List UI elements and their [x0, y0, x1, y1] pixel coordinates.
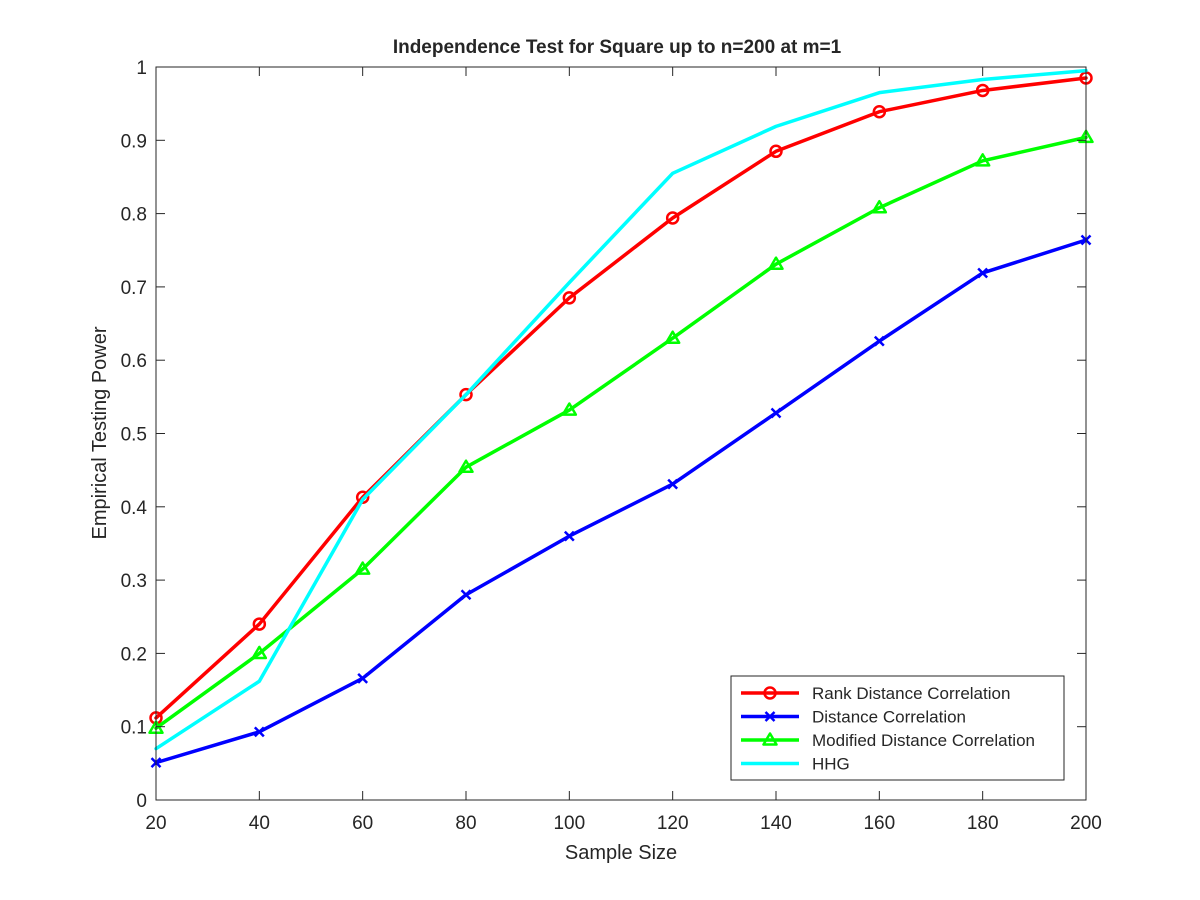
series-line-distance-correlation — [154, 238, 1088, 765]
data-point-rank-distance-correlation — [665, 211, 680, 225]
data-point-modified-distance-correlation — [354, 561, 371, 575]
series-layer — [148, 68, 1094, 769]
data-point-modified-distance-correlation — [871, 199, 888, 214]
x-tick-label: 20 — [145, 813, 166, 834]
y-tick-label: 0.5 — [121, 425, 147, 446]
x-tick-label: 160 — [863, 813, 895, 834]
legend-label: HHG — [812, 755, 850, 774]
data-point-modified-distance-correlation — [458, 459, 474, 474]
legend: Rank Distance Correlation Distance Correl… — [730, 675, 1065, 781]
y-tick-label: 0.7 — [121, 278, 147, 299]
series-hhg — [154, 68, 1088, 751]
legend-marker — [762, 732, 778, 746]
data-point-modified-distance-correlation — [664, 330, 681, 345]
data-point-distance-correlation — [667, 478, 679, 490]
series-line-rank-distance-correlation — [154, 76, 1088, 720]
x-axis-label: Sample Size — [565, 842, 677, 864]
data-point-distance-correlation — [977, 267, 989, 279]
y-tick-label: 0 — [136, 791, 147, 812]
y-tick-label: 1 — [136, 58, 147, 79]
x-tick-label: 100 — [553, 813, 585, 834]
data-point-rank-distance-correlation — [252, 617, 267, 631]
data-point-rank-distance-correlation — [562, 291, 577, 305]
legend-item: HHG — [741, 755, 850, 774]
data-point-rank-distance-correlation — [769, 144, 783, 159]
legend-item: Modified Distance Correlation — [741, 731, 1035, 750]
y-tick-label: 0.2 — [121, 644, 147, 665]
ticks-layer: 20 40 60 80 100 120 140 160 180 200 0 0.1 0.2 0.3 0.4 0… — [121, 58, 1102, 834]
data-point-distance-correlation — [563, 530, 575, 542]
y-tick-label: 0.6 — [121, 351, 147, 372]
data-point-modified-distance-correlation — [768, 256, 784, 270]
series-line-modified-distance-correlation — [154, 135, 1088, 730]
legend-item: Distance Correlation — [741, 708, 966, 727]
data-point-distance-correlation — [460, 589, 472, 601]
legend-label: Rank Distance Correlation — [812, 684, 1010, 703]
data-point-distance-correlation — [253, 726, 265, 738]
x-tick-label: 180 — [967, 813, 999, 834]
data-point-modified-distance-correlation — [974, 153, 991, 167]
data-point-rank-distance-correlation — [975, 83, 990, 98]
x-tick-label: 40 — [249, 813, 270, 834]
data-point-modified-distance-correlation — [561, 402, 578, 416]
y-tick-label: 0.3 — [121, 571, 147, 592]
legend-item: Rank Distance Correlation — [741, 684, 1010, 703]
data-point-distance-correlation — [873, 335, 885, 347]
legend-label: Modified Distance Correlation — [812, 731, 1035, 750]
data-point-distance-correlation — [770, 407, 782, 419]
legend-marker — [764, 711, 776, 722]
y-axis-label: Empirical Testing Power — [89, 326, 111, 539]
y-tick-label: 0.9 — [121, 131, 147, 152]
chart-title: Independence Test for Square up to n=200… — [393, 37, 842, 58]
legend-marker — [763, 686, 777, 700]
x-tick-label: 200 — [1070, 813, 1102, 834]
y-tick-label: 0.1 — [121, 718, 147, 739]
data-point-distance-correlation — [357, 672, 369, 684]
series-line-hhg — [154, 68, 1088, 751]
x-tick-label: 60 — [352, 813, 373, 834]
data-point-modified-distance-correlation — [251, 645, 268, 660]
legend-label: Distance Correlation — [812, 708, 966, 727]
series-modified-distance-correlation — [148, 129, 1094, 734]
x-tick-label: 80 — [455, 813, 476, 834]
y-tick-label: 0.8 — [121, 205, 147, 226]
x-tick-label: 120 — [657, 813, 689, 834]
data-point-rank-distance-correlation — [872, 104, 887, 119]
y-tick-label: 0.4 — [121, 498, 148, 519]
x-tick-label: 140 — [760, 813, 792, 834]
data-point-rank-distance-correlation — [459, 387, 473, 402]
